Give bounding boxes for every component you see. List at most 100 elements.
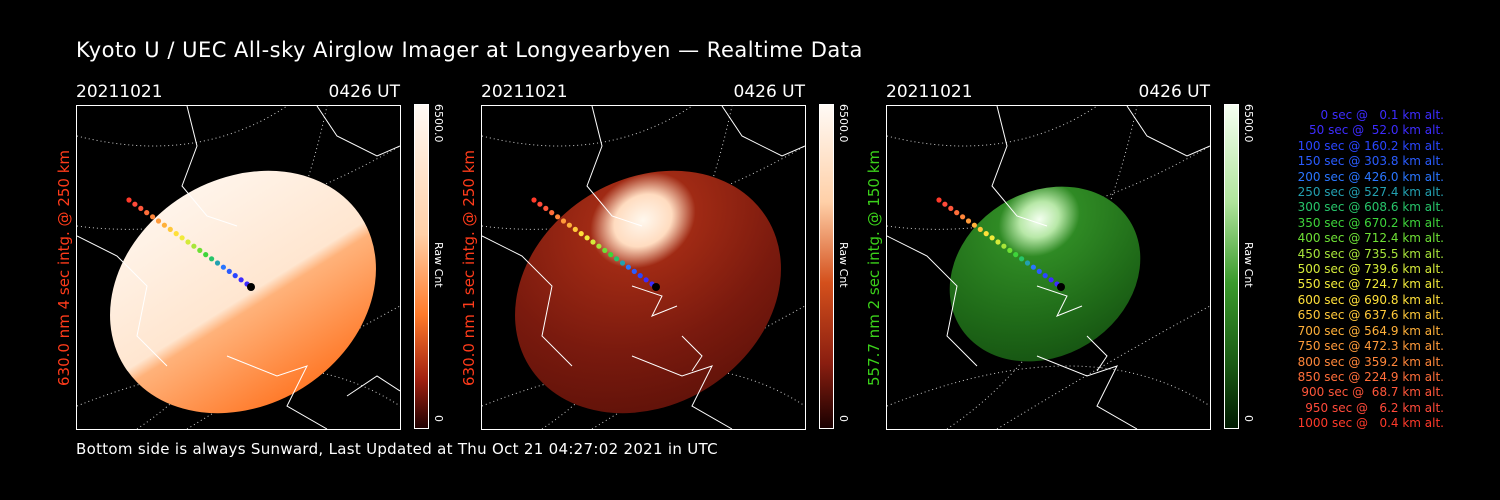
track-point bbox=[596, 243, 602, 249]
track-point bbox=[1036, 268, 1042, 274]
legend-entry: 650 sec @ 637.6 km alt. bbox=[1293, 308, 1444, 323]
track-point bbox=[549, 210, 555, 216]
track-point bbox=[1001, 243, 1007, 249]
track-point bbox=[948, 205, 954, 211]
legend-entry: 700 sec @ 564.9 km alt. bbox=[1293, 323, 1444, 338]
colorbar bbox=[819, 104, 834, 429]
satellite-track bbox=[531, 197, 660, 291]
track-point bbox=[543, 205, 549, 211]
track-point bbox=[214, 260, 221, 266]
legend-entry: 600 sec @ 690.8 km alt. bbox=[1293, 292, 1444, 307]
track-point bbox=[1007, 247, 1013, 253]
track-point bbox=[203, 252, 209, 258]
panel-date: 20211021 bbox=[481, 82, 568, 102]
track-point bbox=[643, 277, 649, 283]
legend-entry: 200 sec @ 426.0 km alt. bbox=[1293, 169, 1444, 184]
legend-entry: 1000 sec @ 0.4 km alt. bbox=[1297, 416, 1444, 431]
track-point bbox=[537, 201, 543, 207]
panel-630nm-4sec: 20211021 0426 UT 630.0 nm 4 sec intg. @ … bbox=[55, 82, 488, 432]
satellite-track bbox=[126, 197, 255, 291]
track-point bbox=[572, 226, 578, 232]
track-point bbox=[173, 231, 179, 237]
track-point bbox=[138, 205, 144, 211]
page-title: Kyoto U / UEC All-sky Airglow Imager at … bbox=[76, 38, 863, 62]
colorbar-max: 6500.0 bbox=[1242, 104, 1255, 143]
track-point bbox=[1048, 277, 1054, 283]
legend-entry: 800 sec @ 359.2 km alt. bbox=[1293, 354, 1444, 369]
colorbar bbox=[414, 104, 429, 429]
colorbar-label: Raw Cnt bbox=[837, 242, 850, 288]
legend-entry: 450 sec @ 735.5 km alt. bbox=[1293, 246, 1444, 261]
legend-entry: 250 sec @ 527.4 km alt. bbox=[1293, 185, 1444, 200]
colorbar-max: 6500.0 bbox=[432, 104, 445, 143]
track-point bbox=[619, 260, 626, 266]
legend-entry: 900 sec @ 68.7 km alt. bbox=[1297, 385, 1444, 400]
track-point bbox=[578, 231, 584, 237]
track-point bbox=[983, 231, 989, 237]
panel-time: 0426 UT bbox=[733, 82, 806, 102]
colorbar-label: Raw Cnt bbox=[1242, 242, 1255, 288]
track-point bbox=[637, 273, 643, 279]
track-endpoint bbox=[247, 283, 255, 291]
track-point bbox=[1013, 252, 1019, 258]
track-point bbox=[155, 218, 162, 224]
colorbar-max: 6500.0 bbox=[837, 104, 850, 143]
track-point bbox=[238, 277, 244, 283]
track-point bbox=[608, 252, 614, 258]
track-point bbox=[590, 239, 596, 245]
track-point bbox=[942, 201, 948, 207]
track-legend: 0 sec @ 0.1 km alt. 50 sec @ 52.0 km alt… bbox=[1262, 108, 1444, 432]
track-point bbox=[960, 214, 966, 220]
panel-ylabel: 630.0 nm 1 sec intg. @ 250 km bbox=[460, 149, 478, 386]
track-point bbox=[197, 247, 203, 253]
track-endpoint bbox=[1057, 283, 1065, 291]
track-point bbox=[209, 256, 215, 262]
panel-time: 0426 UT bbox=[328, 82, 401, 102]
track-point bbox=[1042, 273, 1048, 279]
track-point bbox=[936, 197, 942, 203]
legend-entry: 0 sec @ 0.1 km alt. bbox=[1309, 108, 1444, 122]
track-point bbox=[971, 222, 977, 228]
legend-entry: 550 sec @ 724.7 km alt. bbox=[1293, 277, 1444, 292]
legend-entry: 50 sec @ 52.0 km alt. bbox=[1301, 123, 1444, 138]
track-point bbox=[126, 197, 132, 203]
track-point bbox=[566, 222, 572, 228]
colorbar-min: 0 bbox=[1242, 415, 1255, 422]
colorbar-min: 0 bbox=[432, 415, 445, 422]
track-point bbox=[185, 239, 191, 245]
track-endpoint bbox=[652, 283, 660, 291]
track-point bbox=[144, 210, 150, 216]
track-point bbox=[531, 197, 537, 203]
allsky-image bbox=[886, 105, 1211, 430]
track-point bbox=[989, 235, 995, 241]
colorbar-label: Raw Cnt bbox=[432, 242, 445, 288]
track-point bbox=[631, 268, 637, 274]
track-point bbox=[161, 222, 167, 228]
legend-entry: 300 sec @ 608.6 km alt. bbox=[1293, 200, 1444, 215]
legend-entry: 400 sec @ 712.4 km alt. bbox=[1293, 231, 1444, 246]
panel-ylabel: 557.7 nm 2 sec intg. @ 150 km bbox=[865, 149, 883, 386]
legend-entry: 150 sec @ 303.8 km alt. bbox=[1293, 154, 1444, 169]
legend-entry: 750 sec @ 472.3 km alt. bbox=[1293, 339, 1444, 354]
track-point bbox=[150, 214, 156, 220]
panel-630nm-1sec: 20211021 0426 UT 630.0 nm 1 sec intg. @ … bbox=[460, 82, 893, 432]
panel-date: 20211021 bbox=[76, 82, 163, 102]
panel-date: 20211021 bbox=[886, 82, 973, 102]
legend-entry: 850 sec @ 224.9 km alt. bbox=[1293, 369, 1444, 384]
panel-557nm-2sec: 20211021 0426 UT 557.7 nm 2 sec intg. @ … bbox=[865, 82, 1298, 432]
track-point bbox=[1030, 264, 1036, 270]
track-point bbox=[614, 256, 620, 262]
satellite-track bbox=[936, 197, 1065, 291]
track-point bbox=[965, 218, 972, 224]
track-point bbox=[191, 243, 197, 249]
track-point bbox=[995, 239, 1001, 245]
allsky-image bbox=[481, 105, 806, 430]
colorbar bbox=[1224, 104, 1239, 429]
track-point bbox=[1024, 260, 1031, 266]
track-point bbox=[625, 264, 631, 270]
track-point bbox=[167, 226, 173, 232]
track-point bbox=[954, 210, 960, 216]
track-point bbox=[560, 218, 567, 224]
track-point bbox=[977, 226, 983, 232]
footer-note: Bottom side is always Sunward, Last Upda… bbox=[76, 440, 718, 458]
